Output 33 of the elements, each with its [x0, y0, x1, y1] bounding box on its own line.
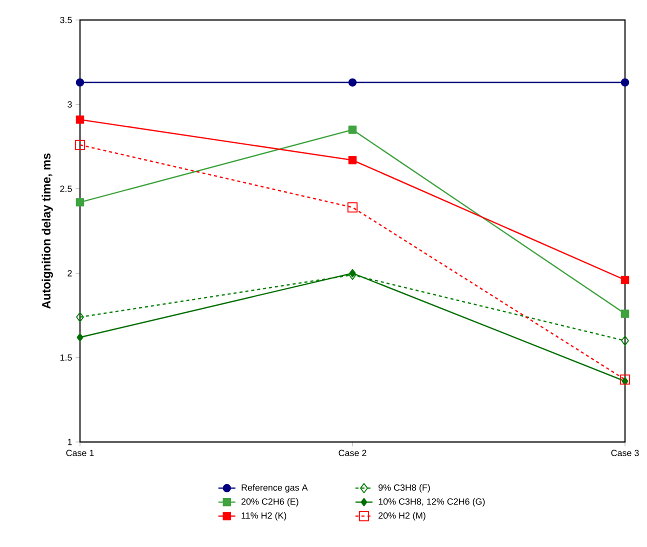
point [620, 276, 630, 284]
point [348, 156, 357, 164]
legend-label: 11% H2 (K) [242, 512, 286, 520]
point [620, 310, 630, 318]
point [76, 198, 84, 206]
point [76, 78, 84, 87]
legend-label: 20% H2 (M) [378, 512, 426, 520]
point [620, 374, 630, 385]
y-tick-label: 1 [68, 438, 72, 446]
x-tick-label: Case 3 [611, 450, 639, 456]
point [76, 115, 84, 124]
point [620, 78, 630, 87]
y-tick-label: 3.5 [60, 16, 72, 24]
point [347, 202, 358, 212]
point [622, 377, 628, 386]
point [348, 78, 357, 87]
y-tick-label: 2.5 [60, 186, 72, 192]
point [348, 126, 357, 134]
point [349, 269, 356, 278]
y-tick-label: 1.5 [60, 354, 72, 361]
y-axis-title: Autoignition delay time, ms [42, 153, 53, 309]
point [74, 140, 86, 150]
legend-label: 20% C2H6 (E) [241, 498, 298, 506]
x-tick-label: Case 2 [338, 450, 366, 456]
y-tick-label: 2 [68, 270, 72, 276]
legend-label: 10% C3H8, 12% C2H6 (G) [378, 498, 485, 506]
x-tick-label: Case 1 [66, 450, 94, 456]
legend-label: Reference gas A [242, 484, 308, 493]
legend-label: 9% C3H8 (F) [378, 484, 430, 493]
point [76, 312, 84, 322]
y-tick-label: 3 [68, 101, 72, 108]
point [621, 336, 629, 346]
point [76, 333, 84, 342]
